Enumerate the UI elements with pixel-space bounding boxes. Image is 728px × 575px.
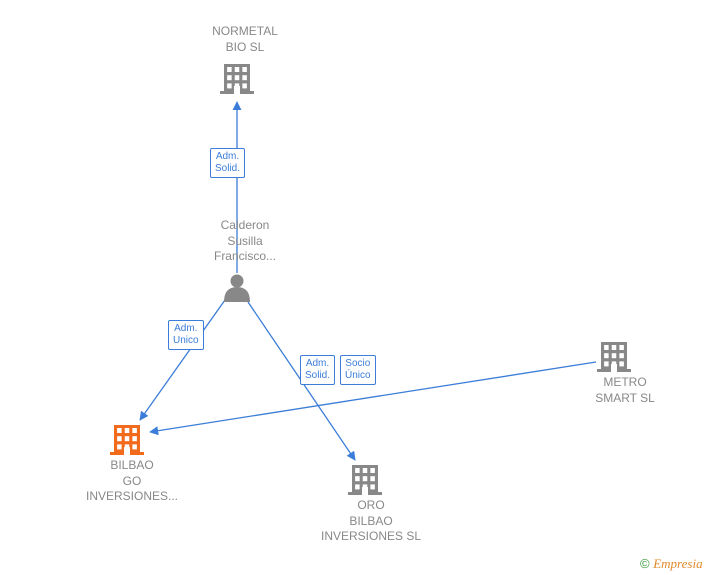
- node-label: ORO BILBAO INVERSIONES SL: [316, 498, 426, 545]
- building-icon: [597, 342, 631, 372]
- edge-label: Adm. Solid.: [210, 148, 245, 178]
- watermark-name: Empresia: [653, 556, 702, 571]
- edge-label: Socio Único: [340, 355, 376, 385]
- watermark-symbol: ©: [640, 556, 650, 571]
- watermark: © Empresia: [640, 556, 703, 572]
- building-icon: [110, 425, 144, 455]
- node-label: BILBAO GO INVERSIONES...: [82, 458, 182, 505]
- node-label: Calderon Susilla Francisco...: [205, 218, 285, 265]
- edge: [140, 300, 225, 420]
- edge-label: Adm. Unico: [168, 320, 204, 350]
- person-icon: [224, 275, 250, 303]
- edge-label: Adm. Solid.: [300, 355, 335, 385]
- node-label: METRO SMART SL: [590, 375, 660, 406]
- building-icon: [348, 465, 382, 495]
- node-label: NORMETAL BIO SL: [205, 24, 285, 55]
- building-icon: [220, 64, 254, 94]
